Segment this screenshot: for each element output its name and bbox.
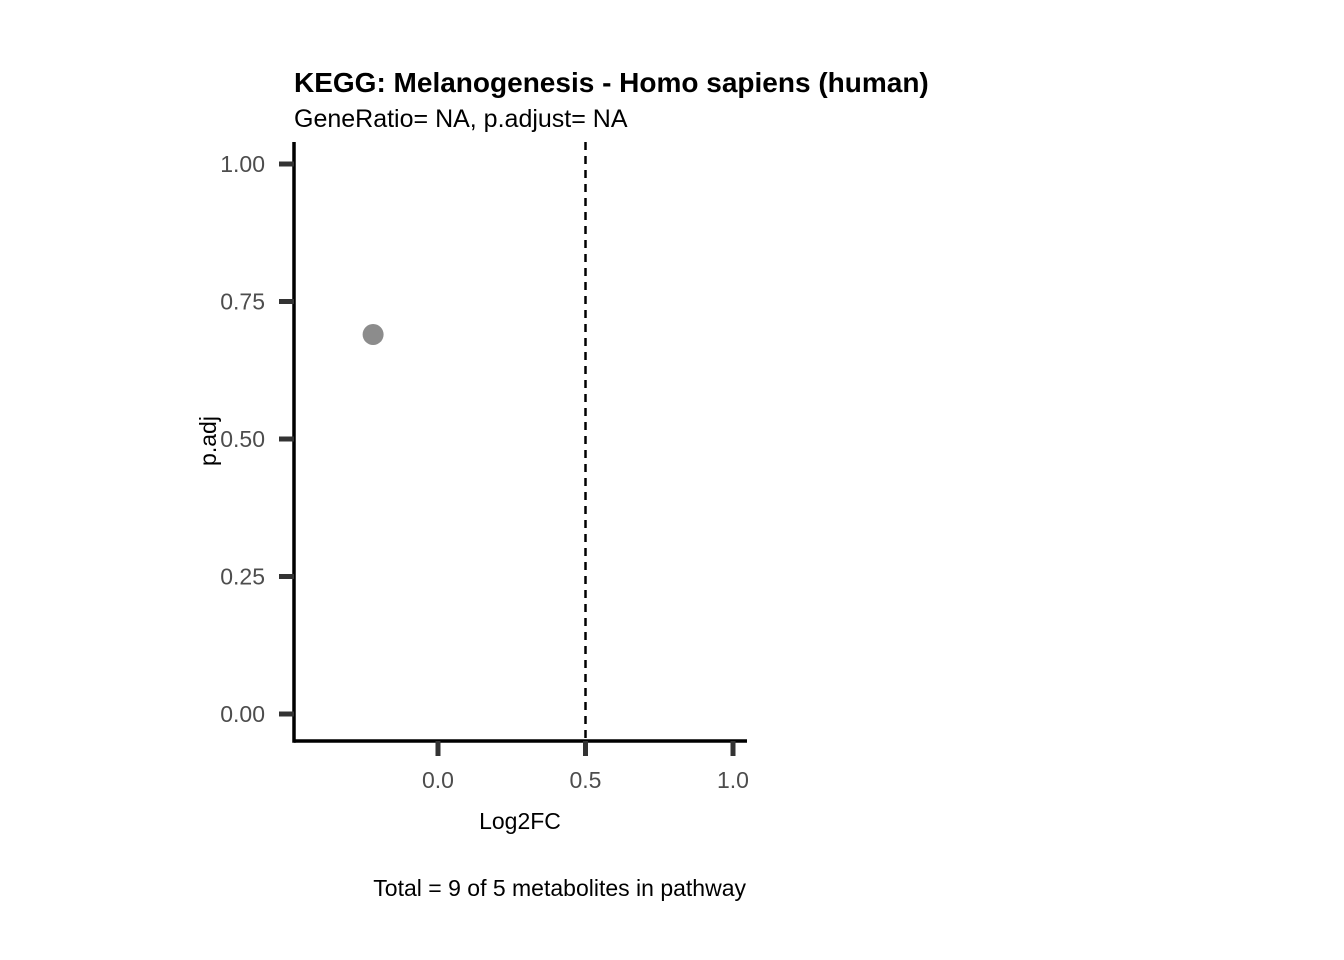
- y-tick-label: 0.75: [220, 289, 265, 315]
- y-tick-label: 1.00: [220, 151, 265, 177]
- x-axis-ticks: 0.0 0.5 1.0: [422, 741, 749, 793]
- plot-area: [362, 142, 587, 741]
- x-tick-label: 0.0: [422, 767, 454, 793]
- chart-caption: Total = 9 of 5 metabolites in pathway: [373, 875, 746, 901]
- x-axis-title: Log2FC: [479, 808, 561, 834]
- x-tick-label: 1.0: [717, 767, 749, 793]
- y-tick-label: 0.25: [220, 564, 265, 590]
- y-tick-label: 0.00: [220, 701, 265, 727]
- chart-title: KEGG: Melanogenesis - Homo sapiens (huma…: [294, 67, 929, 98]
- y-axis-title: p.adj: [195, 416, 221, 466]
- data-point: [362, 324, 384, 345]
- y-axis-ticks: 0.00 0.25 0.50 0.75 1.00: [220, 151, 294, 727]
- x-tick-label: 0.5: [570, 767, 602, 793]
- chart-subtitle: GeneRatio= NA, p.adjust= NA: [294, 105, 628, 133]
- y-tick-label: 0.50: [220, 426, 265, 452]
